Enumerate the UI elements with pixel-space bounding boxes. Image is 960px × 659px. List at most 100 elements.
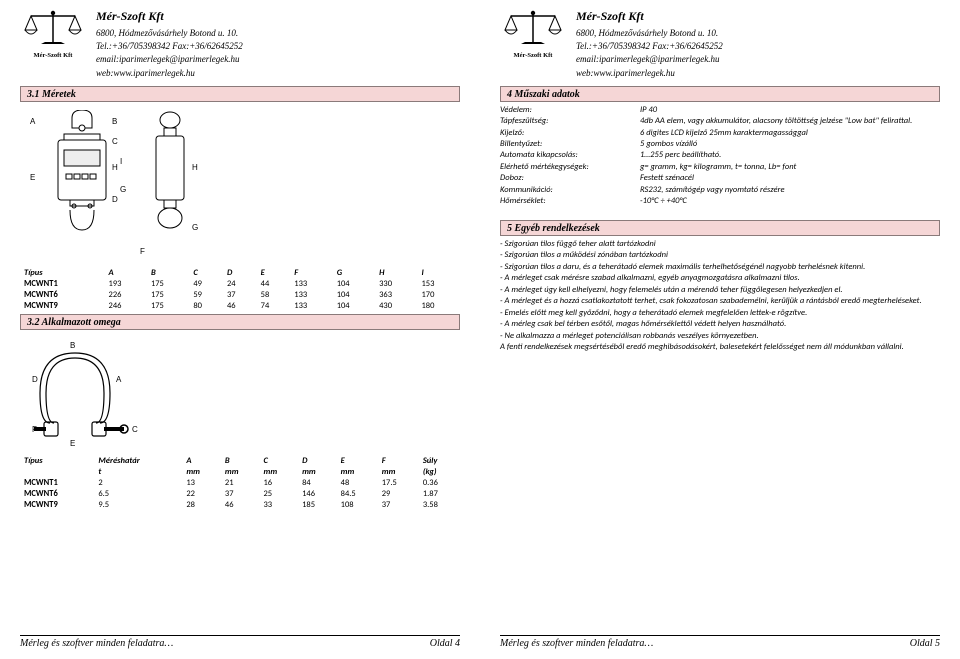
table-row: MCWNT9246175804674133104430180: [20, 301, 460, 312]
table-row: MCWNT66.522372514684.5291.87: [20, 489, 460, 500]
table-row: MCWNT6226175593758133104363170: [20, 290, 460, 301]
section-5: 5 Egyéb rendelkezések: [500, 220, 940, 236]
spec-value: 5 gombos vízálló: [640, 139, 697, 150]
company-logo: Mér-Szoft Kft: [500, 8, 566, 59]
crane-scale-diagram: AE BC HD GI HG F: [20, 110, 460, 262]
spec-row: Kijelző:6 digites LCD kijelző 25mm karak…: [500, 128, 940, 139]
table-header: mm: [221, 467, 260, 478]
table-cell: 48: [337, 478, 378, 489]
table-cell: 3.58: [419, 500, 460, 511]
rule-item: - A mérleget és a hozzá csatlakoztatott …: [500, 296, 940, 307]
table-cell: 24: [223, 279, 257, 290]
svg-text:D: D: [32, 375, 38, 384]
section-4: 4 Műszaki adatok: [500, 86, 940, 102]
rule-item: - Emelés előtt meg kell győződni, hogy a…: [500, 308, 940, 319]
svg-text:A: A: [30, 117, 36, 126]
footer-tagline: Mérleg és szoftver minden feladatra…: [500, 638, 653, 649]
page-footer: Mérleg és szoftver minden feladatra… Old…: [500, 635, 940, 649]
header: Mér-Szoft Kft Mér-Szoft Kft 6800, Hódmez…: [20, 8, 460, 80]
company-web: web:www.iparimerlegek.hu: [96, 67, 243, 80]
table-cell: MCWNT6: [20, 489, 94, 500]
section-3-1: 3.1 Méretek: [20, 86, 460, 102]
footer-page-number: Oldal 5: [910, 638, 940, 649]
table-header: H: [375, 268, 417, 279]
company-tel: Tel.:+36/705398342 Fax:+36/62645252: [576, 40, 723, 53]
table-cell: 9.5: [94, 500, 182, 511]
table-cell: 37: [221, 489, 260, 500]
spec-value: -10°C ÷ +40°C: [640, 196, 687, 207]
table-header: Súly: [419, 456, 460, 467]
dimensions-table-1: TípusABCDEFGHIMCWNT119317549244413310433…: [20, 268, 460, 312]
table-header: (kg): [419, 467, 460, 478]
spec-key: Kommunikáció:: [500, 185, 640, 196]
table-cell: 44: [257, 279, 291, 290]
svg-text:B: B: [70, 341, 75, 350]
spec-key: Automata kikapcsolás:: [500, 150, 640, 161]
section-3-2: 3.2 Alkalmazott omega: [20, 314, 460, 330]
spec-value: 4db AA elem, vagy akkumulátor, alacsony …: [640, 116, 912, 127]
table-cell: 1.87: [419, 489, 460, 500]
spec-value: 6 digites LCD kijelző 25mm karaktermagas…: [640, 128, 808, 139]
table-header: mm: [378, 467, 419, 478]
rule-item: - A mérleg csak bel térben esőtől, magas…: [500, 319, 940, 330]
company-tel: Tel.:+36/705398342 Fax:+36/62645252: [96, 40, 243, 53]
spec-value: IP 40: [640, 105, 657, 116]
table-header: Méréshatár: [94, 456, 182, 467]
company-info: Mér-Szoft Kft 6800, Hódmezővásárhely Bot…: [576, 8, 723, 80]
table-cell: 185: [298, 500, 337, 511]
table-cell: 29: [378, 489, 419, 500]
footer-page-number: Oldal 4: [430, 638, 460, 649]
svg-text:E: E: [70, 439, 75, 448]
table-cell: 170: [417, 290, 460, 301]
table-header: F: [378, 456, 419, 467]
company-email: email:iparimerlegek@iparimerlegek.hu: [96, 53, 243, 66]
table-header: t: [94, 467, 182, 478]
table-cell: 180: [417, 301, 460, 312]
table-cell: 16: [260, 478, 299, 489]
table-cell: 25: [260, 489, 299, 500]
table-header: Típus: [20, 268, 105, 279]
rules-list: - Szigorúan tilos függő teher alatt tart…: [500, 239, 940, 354]
table-cell: MCWNT9: [20, 500, 94, 511]
spec-key: Hőmérséklet:: [500, 196, 640, 207]
table-header: [20, 467, 94, 478]
balance-scale-icon: [503, 8, 563, 52]
table-header: E: [337, 456, 378, 467]
table-cell: 17.5: [378, 478, 419, 489]
svg-text:I: I: [120, 157, 122, 166]
table-cell: 80: [189, 301, 223, 312]
table-cell: 84.5: [337, 489, 378, 500]
rule-item: - A mérleget csak mérésre szabad alkalma…: [500, 273, 940, 284]
svg-text:H: H: [192, 163, 198, 172]
table-cell: 84: [298, 478, 337, 489]
table-cell: 175: [147, 301, 189, 312]
spec-row: Tápfeszültség:4db AA elem, vagy akkumulá…: [500, 116, 940, 127]
table-header: C: [189, 268, 223, 279]
footer-tagline: Mérleg és szoftver minden feladatra…: [20, 638, 173, 649]
table-cell: 33: [260, 500, 299, 511]
table-cell: 104: [333, 279, 375, 290]
table-cell: MCWNT1: [20, 279, 105, 290]
table-cell: 21: [221, 478, 260, 489]
table-cell: 193: [105, 279, 147, 290]
spec-key: Billentyűzet:: [500, 139, 640, 150]
spec-value: Festett szénacél: [640, 173, 694, 184]
page-footer: Mérleg és szoftver minden feladatra… Old…: [20, 635, 460, 649]
table-cell: 133: [290, 290, 332, 301]
spec-row: Doboz:Festett szénacél: [500, 173, 940, 184]
page-left: Mér-Szoft Kft Mér-Szoft Kft 6800, Hódmez…: [0, 0, 480, 659]
table-cell: 28: [182, 500, 221, 511]
table-cell: 246: [105, 301, 147, 312]
company-web: web:www.iparimerlegek.hu: [576, 67, 723, 80]
company-email: email:iparimerlegek@iparimerlegek.hu: [576, 53, 723, 66]
spec-value: RS232, számítógép vagy nyomtató részére: [640, 185, 785, 196]
table-cell: 58: [257, 290, 291, 301]
spec-key: Elérhető mértékegységek:: [500, 162, 640, 173]
table-cell: 363: [375, 290, 417, 301]
table-cell: 37: [378, 500, 419, 511]
rule-item: A fenti rendelkezések megsértéséből ered…: [500, 342, 940, 353]
table-cell: 108: [337, 500, 378, 511]
table-header: mm: [182, 467, 221, 478]
table-cell: 74: [257, 301, 291, 312]
svg-text:D: D: [112, 195, 118, 204]
